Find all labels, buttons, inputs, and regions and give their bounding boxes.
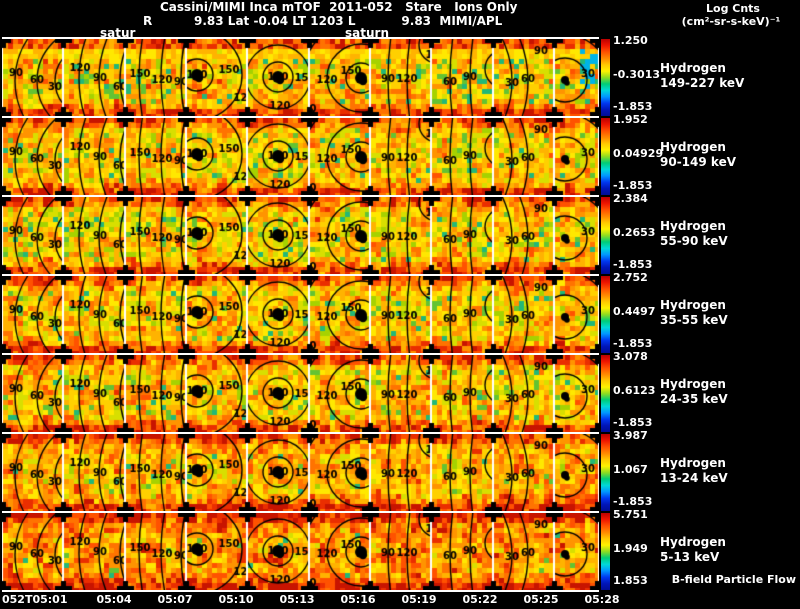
time-axis-label-6: 05:19 — [401, 593, 437, 606]
cb-scale-bot-row-6: 1.853 — [613, 574, 648, 587]
energy-label-row-4: 24-35 keV — [660, 392, 728, 406]
cb-scale-mid-row-6: 1.949 — [613, 542, 648, 555]
colorbar-row-2 — [601, 197, 610, 274]
time-axis-label-7: 05:22 — [462, 593, 498, 606]
energy-label-row-0: 149-227 keV — [660, 76, 745, 90]
heatmap-row-2 — [2, 197, 599, 274]
cb-scale-mid-row-1: 0.04929 — [613, 147, 664, 160]
page-title: Cassini/MIMI Inca mTOF 2011-052 Stare Io… — [160, 0, 518, 14]
energy-label-row-6: 5-13 keV — [660, 550, 720, 564]
panel-grid — [2, 37, 599, 592]
cb-scale-bot-row-2: -1.853 — [613, 258, 653, 271]
colorbar-title: Log Cnts — [706, 2, 760, 15]
heatmap-row-3 — [2, 276, 599, 353]
cb-scale-top-row-1: 1.952 — [613, 113, 648, 126]
time-axis-label-9: 05:28 — [584, 593, 620, 606]
cb-scale-top-row-6: 5.751 — [613, 508, 648, 521]
colorbar-row-3 — [601, 276, 610, 353]
colorbar-row-0 — [601, 39, 610, 116]
time-axis-label-1: 05:04 — [96, 593, 132, 606]
cb-scale-mid-row-3: 0.4497 — [613, 305, 656, 318]
species-label-row-0: Hydrogen — [660, 61, 726, 75]
cb-scale-mid-row-5: 1.067 — [613, 463, 648, 476]
cb-scale-mid-row-4: 0.6123 — [613, 384, 656, 397]
heatmap-row-6 — [2, 513, 599, 590]
cb-scale-bot-row-0: -1.853 — [613, 100, 653, 113]
species-label-row-6: Hydrogen — [660, 535, 726, 549]
species-label-row-3: Hydrogen — [660, 298, 726, 312]
cb-scale-bot-row-3: -1.853 — [613, 337, 653, 350]
energy-label-row-1: 90-149 keV — [660, 155, 736, 169]
species-label-row-4: Hydrogen — [660, 377, 726, 391]
species-label-row-2: Hydrogen — [660, 219, 726, 233]
energy-label-row-3: 35-55 keV — [660, 313, 728, 327]
colorbar-row-1 — [601, 118, 610, 195]
time-axis-label-3: 05:10 — [218, 593, 254, 606]
cb-scale-bot-row-4: -1.853 — [613, 416, 653, 429]
time-axis-label-0: 052T05:01 — [2, 593, 68, 606]
cb-scale-top-row-4: 3.078 — [613, 350, 648, 363]
time-axis-label-8: 05:25 — [523, 593, 559, 606]
species-label-row-5: Hydrogen — [660, 456, 726, 470]
time-axis-label-2: 05:07 — [157, 593, 193, 606]
heatmap-row-0 — [2, 39, 599, 116]
bfield-flow-label: B-field Particle Flow — [671, 573, 796, 586]
time-axis-label-5: 05:16 — [340, 593, 376, 606]
cb-scale-bot-row-5: -1.853 — [613, 495, 653, 508]
species-label-row-1: Hydrogen — [660, 140, 726, 154]
heatmap-row-5 — [2, 434, 599, 511]
colorbar-row-4 — [601, 355, 610, 432]
colorbar-row-6 — [601, 513, 610, 590]
heatmap-row-4 — [2, 355, 599, 432]
colorbar-row-5 — [601, 434, 610, 511]
cb-scale-top-row-0: 1.250 — [613, 34, 648, 47]
cb-scale-top-row-5: 3.987 — [613, 429, 648, 442]
heatmap-row-1 — [2, 118, 599, 195]
saturn-marker-label: saturn — [345, 26, 389, 40]
geometry-line: R 9.83 Lat -0.04 LT 1203 L 9.83 MIMI/APL — [143, 14, 503, 28]
cb-scale-top-row-2: 2.384 — [613, 192, 648, 205]
cb-scale-top-row-3: 2.752 — [613, 271, 648, 284]
energy-label-row-2: 55-90 keV — [660, 234, 728, 248]
cb-scale-mid-row-0: -0.3013 — [613, 68, 661, 81]
cb-scale-mid-row-2: 0.2653 — [613, 226, 656, 239]
energy-label-row-5: 13-24 keV — [660, 471, 728, 485]
cb-scale-bot-row-1: -1.853 — [613, 179, 653, 192]
saturn-marker-label: satur — [100, 26, 136, 40]
colorbar-units: (cm²-sr-s-keV)⁻¹ — [681, 15, 781, 28]
time-axis-label-4: 05:13 — [279, 593, 315, 606]
